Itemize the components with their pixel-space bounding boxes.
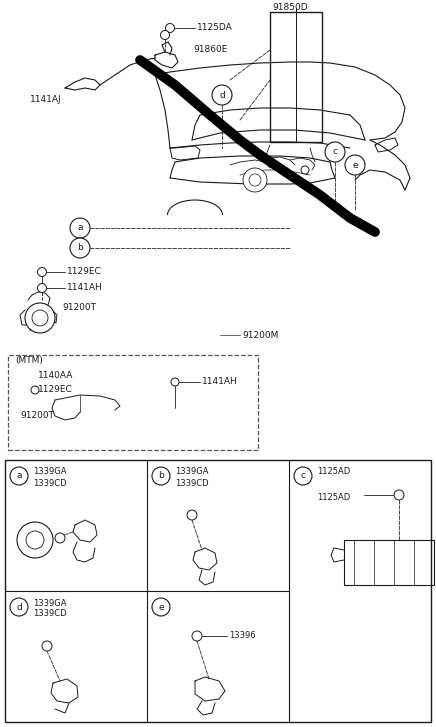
- Text: 1339CD: 1339CD: [33, 478, 67, 488]
- Text: 91200T: 91200T: [20, 411, 54, 419]
- Circle shape: [31, 386, 39, 394]
- Circle shape: [249, 174, 261, 186]
- Circle shape: [212, 85, 232, 105]
- Circle shape: [42, 641, 52, 651]
- Circle shape: [276, 164, 284, 172]
- Circle shape: [70, 218, 90, 238]
- Circle shape: [25, 303, 55, 333]
- Circle shape: [345, 155, 365, 175]
- Circle shape: [10, 467, 28, 485]
- Circle shape: [394, 490, 404, 500]
- Circle shape: [37, 268, 47, 276]
- Text: 1339CD: 1339CD: [33, 609, 67, 619]
- Circle shape: [17, 522, 53, 558]
- Text: 1339GA: 1339GA: [175, 467, 208, 476]
- Text: 1141AJ: 1141AJ: [30, 95, 61, 105]
- Text: (MTM): (MTM): [15, 356, 43, 364]
- Text: 1339CD: 1339CD: [175, 478, 208, 488]
- Text: a: a: [16, 472, 22, 481]
- Text: 1339GA: 1339GA: [33, 598, 67, 608]
- Text: 1125AD: 1125AD: [317, 494, 350, 502]
- Bar: [5, 460, 431, 722]
- Circle shape: [152, 598, 170, 616]
- Circle shape: [294, 467, 312, 485]
- Circle shape: [55, 533, 65, 543]
- Text: 1141AH: 1141AH: [202, 377, 238, 387]
- Text: c: c: [300, 472, 306, 481]
- Bar: [270, 12, 322, 142]
- Circle shape: [171, 378, 179, 386]
- Text: b: b: [77, 244, 83, 252]
- Text: 13396: 13396: [229, 632, 255, 640]
- Text: 1141AH: 1141AH: [67, 284, 103, 292]
- Text: 91200T: 91200T: [62, 303, 96, 313]
- Circle shape: [70, 238, 90, 258]
- Text: e: e: [352, 161, 358, 169]
- Circle shape: [243, 168, 267, 192]
- Text: 1129EC: 1129EC: [38, 385, 73, 395]
- Text: c: c: [333, 148, 337, 156]
- Text: 1129EC: 1129EC: [67, 268, 102, 276]
- Text: d: d: [16, 603, 22, 611]
- Circle shape: [152, 467, 170, 485]
- Text: 91200M: 91200M: [242, 331, 278, 340]
- Text: 1125DA: 1125DA: [197, 23, 233, 33]
- Circle shape: [10, 598, 28, 616]
- Text: 91860E: 91860E: [193, 46, 228, 55]
- Circle shape: [192, 631, 202, 641]
- Circle shape: [301, 166, 309, 174]
- Circle shape: [160, 31, 170, 39]
- Circle shape: [26, 531, 44, 549]
- Bar: [344, 540, 434, 585]
- Text: 1339GA: 1339GA: [33, 467, 67, 476]
- Circle shape: [32, 310, 48, 326]
- Text: b: b: [158, 472, 164, 481]
- Circle shape: [187, 510, 197, 520]
- Circle shape: [37, 284, 47, 292]
- Text: d: d: [219, 90, 225, 100]
- Circle shape: [325, 142, 345, 162]
- Bar: [8, 355, 258, 450]
- Text: e: e: [158, 603, 164, 611]
- Text: 91850D: 91850D: [272, 4, 308, 12]
- Text: a: a: [77, 223, 83, 233]
- Text: 1140AA: 1140AA: [38, 371, 73, 379]
- Text: 1125AD: 1125AD: [317, 467, 350, 476]
- Circle shape: [166, 23, 174, 33]
